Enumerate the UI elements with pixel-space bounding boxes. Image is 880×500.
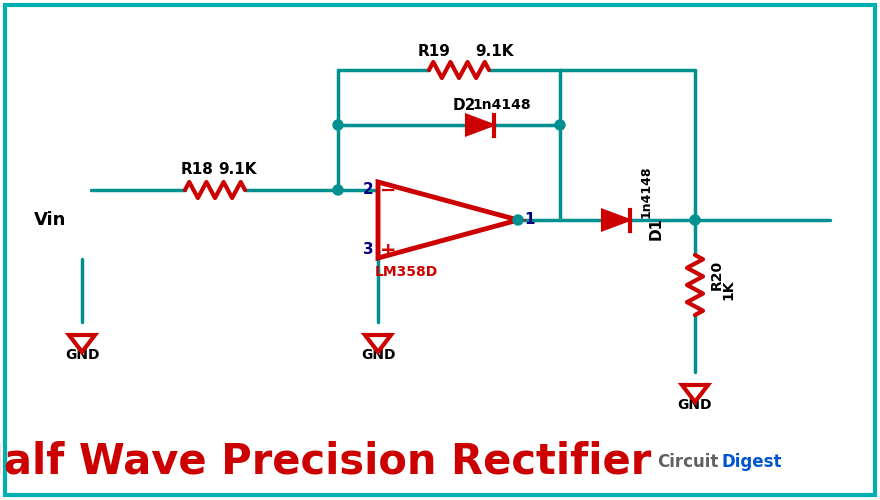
- Polygon shape: [466, 114, 494, 136]
- Text: 3: 3: [363, 242, 373, 258]
- Text: R18: R18: [180, 162, 214, 178]
- Text: D1: D1: [649, 216, 664, 240]
- Circle shape: [555, 120, 565, 130]
- Polygon shape: [602, 210, 630, 231]
- Text: 1: 1: [524, 212, 535, 228]
- Text: 2: 2: [363, 182, 373, 198]
- Text: +: +: [380, 240, 396, 260]
- Text: R19: R19: [418, 44, 451, 60]
- Circle shape: [690, 215, 700, 225]
- Text: 9.1K: 9.1K: [474, 44, 513, 60]
- Text: GND: GND: [65, 348, 99, 362]
- Text: Circuit: Circuit: [656, 453, 718, 471]
- Text: GND: GND: [361, 348, 395, 362]
- Text: GND: GND: [678, 398, 712, 412]
- Text: Digest: Digest: [722, 453, 782, 471]
- Text: Half Wave Precision Rectifier: Half Wave Precision Rectifier: [0, 441, 651, 483]
- Text: 1n4148: 1n4148: [473, 98, 532, 112]
- Text: 9.1K: 9.1K: [217, 162, 256, 178]
- Text: −: −: [380, 180, 396, 200]
- Text: Vin: Vin: [33, 211, 66, 229]
- Text: 1K: 1K: [721, 280, 735, 300]
- Circle shape: [513, 215, 523, 225]
- Text: 1n4148: 1n4148: [640, 166, 652, 218]
- Circle shape: [333, 120, 343, 130]
- Text: D2: D2: [452, 98, 476, 112]
- Text: R20: R20: [710, 260, 724, 290]
- Circle shape: [333, 185, 343, 195]
- Text: LM358D: LM358D: [374, 265, 437, 279]
